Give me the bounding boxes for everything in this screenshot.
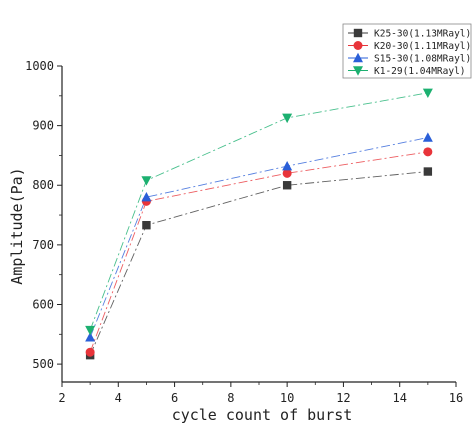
legend-label: S15-30(1.08MRayl) — [374, 54, 471, 65]
data-point — [141, 191, 152, 202]
legend-marker — [353, 66, 363, 76]
x-tick-label: 8 — [227, 391, 234, 405]
y-tick-group: 500 600 700 800 900 1000 — [25, 59, 62, 371]
x-tick-label: 2 — [58, 391, 65, 405]
x-tick-label: 12 — [336, 391, 350, 405]
data-point — [422, 88, 433, 99]
legend-marker — [353, 28, 363, 38]
legend-label: K20-30(1.11MRayl) — [374, 41, 471, 52]
data-point — [85, 325, 96, 336]
data-point — [282, 168, 292, 178]
data-point — [422, 132, 433, 142]
legend: K25-30(1.13MRayl)K20-30(1.11MRayl) S15-30… — [342, 23, 472, 79]
legend-marker — [353, 52, 363, 63]
data-point — [141, 176, 152, 186]
plot-frame — [61, 66, 456, 383]
x-tick-label: 4 — [115, 391, 122, 405]
y-tick-label: 1000 — [25, 59, 54, 73]
y-tick-label: 900 — [32, 119, 54, 133]
data-point — [423, 167, 433, 176]
series-line-3 — [89, 137, 428, 338]
series-line-4 — [89, 92, 428, 331]
y-tick-label: 500 — [32, 357, 54, 371]
x-tick-label: 6 — [171, 391, 178, 405]
x-tick-label: 14 — [392, 391, 406, 405]
series-lines — [89, 92, 428, 356]
x-tick-label: 10 — [280, 391, 294, 405]
y-tick-label: 700 — [32, 238, 54, 252]
series-line-2 — [89, 151, 428, 353]
data-point — [85, 332, 96, 342]
series-line-1 — [89, 171, 428, 356]
legend-label: K1-29(1.04MRayl) — [374, 66, 466, 77]
legend-label: K25-30(1.13MRayl) — [374, 29, 471, 40]
data-point — [282, 113, 293, 124]
y-tick-label: 600 — [32, 297, 54, 311]
data-point — [85, 347, 95, 357]
series-markers — [85, 88, 433, 360]
y-tick-label: 800 — [32, 178, 54, 192]
x-axis-title: cycle count of burst — [172, 406, 353, 424]
data-point — [423, 147, 433, 157]
y-axis-title: Amplitude(Pa) — [8, 167, 26, 284]
data-point — [282, 160, 293, 171]
data-point — [142, 220, 151, 230]
data-point — [282, 181, 292, 190]
x-tick-group: 2 4 6 8 10 12 14 16 — [58, 382, 463, 405]
x-tick-label: 16 — [449, 391, 463, 405]
legend-marker — [353, 41, 363, 50]
